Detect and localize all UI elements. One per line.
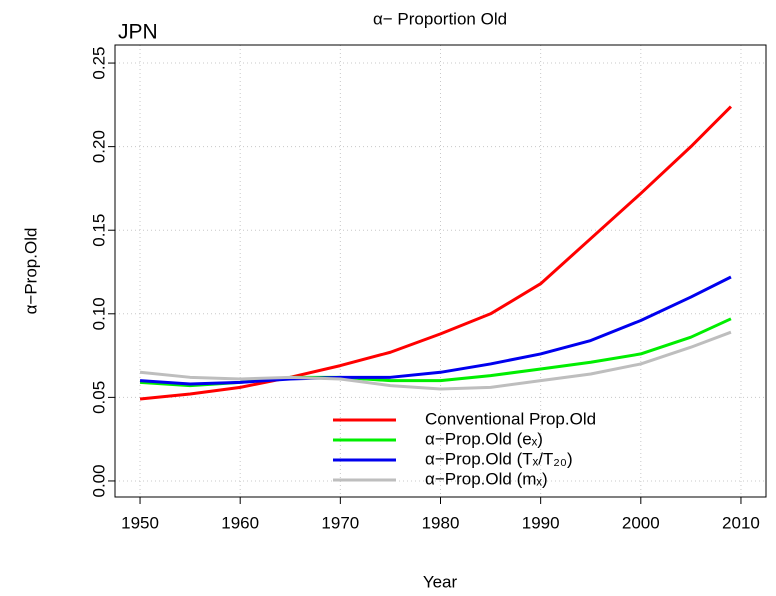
y-tick-label: 0.10: [89, 297, 108, 330]
y-tick-label: 0.15: [89, 214, 108, 247]
annotation: JPN: [118, 21, 158, 44]
x-tick-label: 1970: [321, 513, 359, 532]
y-axis-label: α−Prop.Old: [21, 228, 40, 315]
x-tick-label: 1950: [121, 513, 159, 532]
x-tick-label: 1960: [221, 513, 259, 532]
y-tick-label: 0.00: [89, 464, 108, 497]
series-line: [139, 275, 732, 386]
y-tick-label: 0.20: [89, 130, 108, 163]
y-tick-label: 0.05: [89, 381, 108, 414]
series-line: [139, 105, 733, 401]
plot-frame: [114, 44, 767, 498]
x-tick-label: 1990: [522, 513, 560, 532]
legend-label: Conventional Prop.Old: [425, 409, 596, 428]
series-line: [139, 330, 732, 391]
chart-title: α− Proportion Old: [373, 9, 507, 28]
legend-label: α−Prop.Old (eₓ): [425, 429, 543, 448]
legend-label: α−Prop.Old (mₓ): [425, 469, 548, 488]
x-tick-label: 2010: [722, 513, 760, 532]
x-tick-label: 1980: [422, 513, 460, 532]
x-tick-label: 2000: [622, 513, 660, 532]
legend-label: α−Prop.Old (Tₓ/T₂₀): [425, 449, 573, 468]
x-axis-label: Year: [423, 572, 458, 591]
y-tick-label: 0.25: [89, 47, 108, 80]
series-line: [139, 317, 732, 388]
